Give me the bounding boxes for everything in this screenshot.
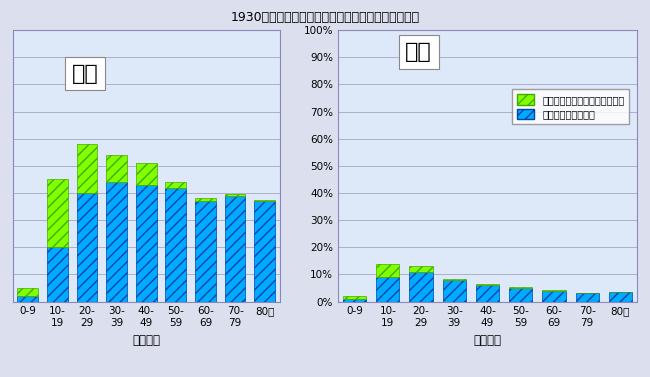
Bar <box>410 266 433 272</box>
Bar <box>18 296 38 302</box>
Bar <box>443 280 466 302</box>
X-axis label: 年齢区分: 年齢区分 <box>132 334 161 346</box>
Text: 1930年朝鮮国勢調査：　朝鮮人識字率全数調査結果: 1930年朝鮮国勢調査： 朝鮮人識字率全数調査結果 <box>231 11 419 24</box>
Bar <box>410 272 433 302</box>
Bar <box>609 292 632 302</box>
Bar <box>18 288 38 296</box>
Bar <box>195 198 216 201</box>
Bar <box>343 299 366 302</box>
Bar <box>225 195 246 196</box>
Bar <box>376 277 400 302</box>
Bar <box>166 188 186 302</box>
Bar <box>376 264 400 277</box>
Bar <box>136 185 157 302</box>
Bar <box>542 291 566 302</box>
Bar <box>343 296 366 299</box>
Bar <box>136 163 157 185</box>
Bar <box>476 285 499 302</box>
Bar <box>254 200 275 201</box>
Text: 男性: 男性 <box>72 64 98 84</box>
Bar <box>195 201 216 302</box>
Bar <box>47 179 68 247</box>
Bar <box>575 293 599 302</box>
Bar <box>166 182 186 188</box>
Bar <box>47 247 68 302</box>
Bar <box>254 201 275 302</box>
Bar <box>106 155 127 182</box>
Bar <box>225 196 246 302</box>
Legend: ハングル・日本仮名読み書き可, ハングル読み書き可: ハングル・日本仮名読み書き可, ハングル読み書き可 <box>512 89 629 124</box>
Bar <box>443 279 466 280</box>
Bar <box>106 182 127 302</box>
Bar <box>509 288 532 302</box>
Text: 女性: 女性 <box>406 42 432 62</box>
Bar <box>77 144 98 193</box>
X-axis label: 年齢区分: 年齢区分 <box>473 334 502 346</box>
Bar <box>77 193 98 302</box>
